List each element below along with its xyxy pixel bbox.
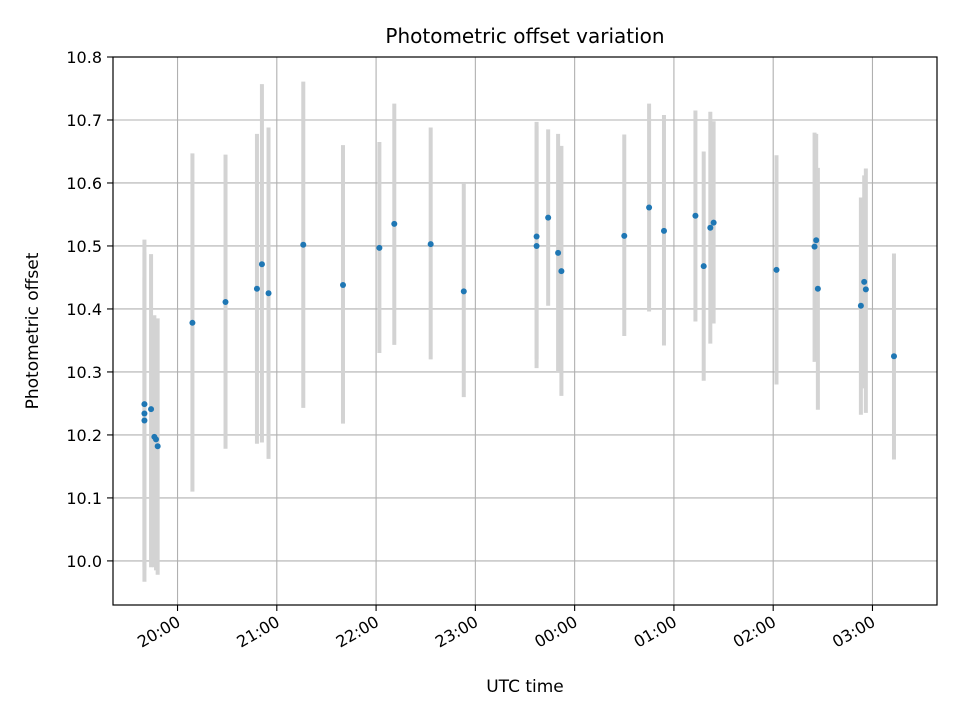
data-point-33: [814, 285, 821, 292]
error-bars: [142, 81, 896, 582]
y-tick-label-8: 10.8: [66, 48, 102, 67]
data-point-17: [460, 288, 467, 295]
data-point-13: [339, 282, 346, 289]
x-tick-label-4: 00:00: [531, 612, 580, 652]
y-tick-label-0: 10.0: [66, 552, 102, 571]
y-tick-label-5: 10.5: [66, 237, 102, 256]
data-point-32: [813, 237, 820, 244]
x-tick-label-7: 03:00: [829, 612, 878, 652]
data-point-18: [533, 233, 540, 240]
data-point-26: [692, 212, 699, 219]
data-point-35: [861, 278, 868, 285]
x-tick-label-2: 22:00: [333, 612, 382, 652]
data-point-21: [555, 249, 562, 256]
data-point-34: [857, 302, 864, 309]
data-point-20: [545, 214, 552, 221]
x-tick-label-6: 02:00: [730, 612, 779, 652]
data-point-36: [862, 286, 869, 293]
plot-frame: [112, 56, 938, 606]
data-point-0: [141, 401, 148, 408]
x-axis-ticks: 20:00 21:00 22:00 23:00 00:00 01:00 02:00 03:00: [134, 605, 878, 652]
y-tick-label-4: 10.4: [66, 300, 102, 319]
data-point-1: [141, 410, 148, 417]
data-point-6: [154, 443, 161, 450]
data-point-7: [189, 319, 196, 326]
data-point-19: [533, 242, 540, 249]
y-axis-label: Photometric offset: [23, 252, 43, 409]
y-tick-label-1: 10.1: [66, 489, 102, 508]
data-point-29: [710, 219, 717, 226]
y-tick-label-2: 10.2: [66, 426, 102, 445]
data-point-12: [300, 241, 307, 248]
data-point-37: [890, 353, 897, 360]
data-point-14: [376, 244, 383, 251]
data-points: [141, 204, 897, 450]
x-axis-label: UTC time: [486, 677, 564, 697]
data-point-11: [265, 290, 272, 297]
data-point-10: [258, 261, 265, 268]
x-tick-label-0: 20:00: [134, 612, 183, 652]
data-point-3: [148, 406, 155, 413]
x-tick-label-3: 23:00: [432, 612, 481, 652]
data-point-22: [558, 268, 565, 275]
y-tick-label-3: 10.3: [66, 363, 102, 382]
data-point-15: [391, 220, 398, 227]
data-point-30: [773, 266, 780, 273]
y-tick-label-6: 10.6: [66, 174, 102, 193]
data-point-31: [811, 243, 818, 250]
data-point-24: [646, 204, 653, 211]
data-point-23: [621, 232, 628, 239]
data-point-28: [707, 224, 714, 231]
y-axis-ticks: 10.0 10.1 10.2 10.3 10.4 10.5 10.6 10.7 10.8: [66, 48, 113, 571]
data-point-8: [222, 299, 229, 306]
data-point-27: [700, 263, 707, 270]
data-point-9: [253, 285, 260, 292]
data-point-5: [153, 436, 160, 443]
x-tick-label-1: 21:00: [233, 612, 282, 652]
data-point-16: [427, 241, 434, 248]
data-point-25: [660, 227, 667, 234]
y-tick-label-7: 10.7: [66, 111, 102, 130]
x-tick-label-5: 01:00: [630, 612, 679, 652]
chart-title: Photometric offset variation: [385, 24, 664, 48]
data-point-2: [141, 417, 148, 424]
